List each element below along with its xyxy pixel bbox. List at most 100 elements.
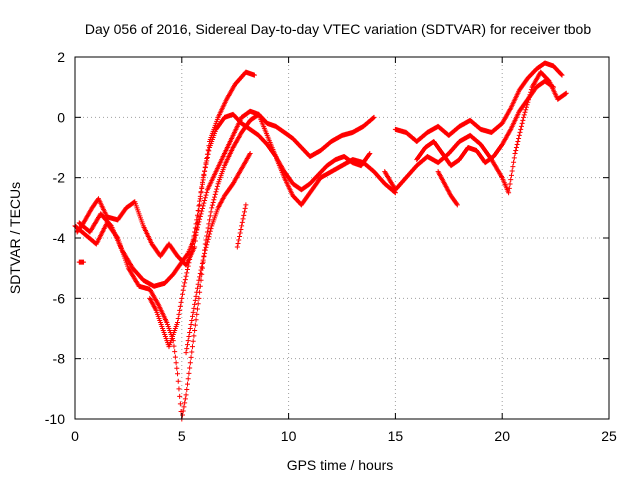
data-point: [188, 354, 194, 360]
data-point: [208, 226, 214, 232]
data-point: [242, 205, 248, 211]
data-point: [202, 197, 208, 203]
data-point: [175, 371, 181, 377]
data-point: [511, 155, 517, 161]
data-point: [197, 216, 203, 222]
data-point: [191, 333, 197, 339]
data-point: [202, 195, 208, 201]
data-point: [241, 212, 247, 218]
data-point: [204, 239, 210, 245]
data-point: [81, 259, 87, 265]
data-point: [512, 151, 518, 157]
data-point: [189, 245, 195, 251]
data-point: [198, 189, 204, 195]
data-point: [175, 319, 181, 325]
data-point: [196, 277, 202, 283]
x-tick-label: 0: [71, 428, 79, 444]
data-point: [198, 267, 204, 273]
data-point: [204, 242, 210, 248]
data-point: [241, 209, 247, 215]
data-point: [211, 197, 217, 203]
y-tick-label: -4: [53, 230, 66, 246]
data-point: [177, 307, 183, 313]
data-point: [199, 206, 205, 212]
data-point: [193, 317, 199, 323]
data-point: [193, 293, 199, 299]
x-tick-label: 20: [494, 428, 510, 444]
data-point: [188, 321, 194, 327]
y-tick-label: -10: [45, 411, 65, 427]
series-track-9: [435, 169, 460, 208]
data-point: [247, 151, 253, 157]
series-track-7: [392, 60, 565, 144]
data-point: [207, 213, 213, 219]
data-point: [521, 112, 527, 118]
data-point: [187, 330, 193, 336]
y-tick-label: -2: [53, 170, 66, 186]
x-axis-label: GPS time / hours: [287, 457, 394, 473]
data-point: [172, 349, 178, 355]
data-point: [239, 223, 245, 229]
data-point: [187, 326, 193, 331]
data-point: [183, 350, 189, 356]
data-point: [454, 201, 460, 207]
data-point: [114, 234, 120, 240]
data-point: [181, 283, 187, 289]
data-point: [184, 267, 190, 273]
data-point: [507, 181, 513, 187]
data-point: [208, 209, 214, 215]
data-point: [563, 91, 569, 97]
data-point: [205, 151, 211, 157]
data-point: [184, 381, 190, 387]
series-track-6: [382, 69, 569, 196]
data-point: [195, 301, 201, 307]
data-point: [199, 260, 205, 266]
data-point: [213, 189, 219, 195]
data-point: [212, 191, 218, 197]
data-point: [178, 299, 184, 305]
x-tick-label: 5: [178, 428, 186, 444]
data-point: [199, 184, 205, 190]
data-point: [513, 148, 519, 154]
data-point: [200, 203, 206, 209]
data-point: [187, 365, 193, 371]
data-point: [192, 322, 198, 328]
data-point: [196, 295, 202, 301]
data-point: [194, 217, 200, 223]
data-point: [184, 387, 190, 393]
data-point: [236, 233, 242, 239]
data-point: [190, 338, 196, 344]
data-point: [367, 151, 373, 157]
data-point: [206, 148, 212, 154]
series-track-8: [414, 78, 556, 169]
data-point: [204, 155, 210, 161]
data-point: [511, 159, 517, 165]
data-points: [72, 60, 569, 422]
data-point: [370, 115, 376, 121]
data-point: [203, 161, 209, 167]
data-point: [235, 241, 241, 247]
y-tick-label: 2: [57, 49, 65, 65]
data-point: [206, 234, 212, 240]
data-point: [191, 233, 197, 239]
data-point: [201, 200, 207, 206]
data-point: [238, 226, 244, 232]
data-point: [518, 123, 524, 129]
data-point: [521, 114, 527, 120]
data-point: [187, 360, 193, 366]
x-tick-label: 10: [281, 428, 297, 444]
chart-title: Day 056 of 2016, Sidereal Day-to-day VTE…: [85, 21, 592, 37]
data-point: [194, 306, 200, 312]
data-point: [205, 236, 211, 242]
data-point: [207, 228, 213, 234]
data-point: [516, 135, 522, 141]
data-point: [454, 202, 460, 208]
data-point: [197, 271, 203, 277]
data-point: [243, 202, 249, 208]
data-point: [180, 291, 186, 297]
data-point: [203, 192, 209, 198]
data-point: [172, 354, 178, 360]
data-point: [240, 216, 246, 222]
data-point: [176, 386, 182, 392]
